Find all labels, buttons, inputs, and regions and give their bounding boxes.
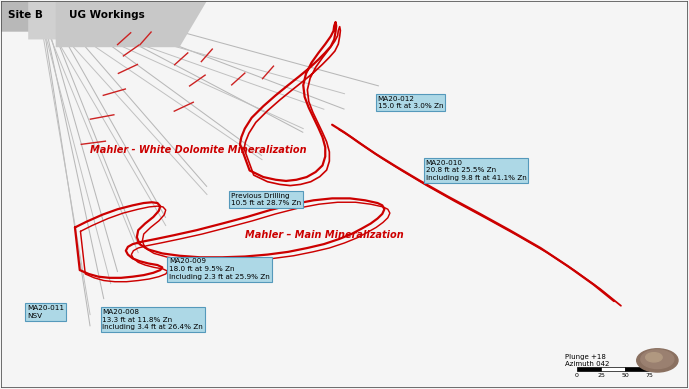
Text: 50: 50 xyxy=(621,373,629,378)
Text: MA20-010
20.8 ft at 25.5% Zn
Including 9.8 ft at 41.1% Zn: MA20-010 20.8 ft at 25.5% Zn Including 9… xyxy=(426,159,526,181)
Bar xyxy=(625,367,649,371)
Text: MA20-009
18.0 ft at 9.5% Zn
Including 2.3 ft at 25.9% Zn: MA20-009 18.0 ft at 9.5% Zn Including 2.… xyxy=(169,258,270,280)
Circle shape xyxy=(641,350,674,368)
Text: MA20-011
NSV: MA20-011 NSV xyxy=(27,305,64,319)
Polygon shape xyxy=(28,1,166,39)
Text: Previous Drilling
10.5 ft at 28.7% Zn: Previous Drilling 10.5 ft at 28.7% Zn xyxy=(231,193,301,206)
Text: Plunge +18
Azimuth 042: Plunge +18 Azimuth 042 xyxy=(564,354,609,367)
Text: Site B: Site B xyxy=(8,11,43,20)
Text: MA20-008
13.3 ft at 11.8% Zn
Including 3.4 ft at 26.4% Zn: MA20-008 13.3 ft at 11.8% Zn Including 3… xyxy=(103,309,203,330)
Text: 75: 75 xyxy=(645,373,653,378)
Bar xyxy=(577,367,601,371)
Text: MA20-012
15.0 ft at 3.0% Zn: MA20-012 15.0 ft at 3.0% Zn xyxy=(378,96,443,109)
Text: UG Workings: UG Workings xyxy=(70,11,145,20)
Circle shape xyxy=(637,349,678,372)
Polygon shape xyxy=(1,1,125,32)
Circle shape xyxy=(646,353,662,362)
Text: 25: 25 xyxy=(597,373,605,378)
Polygon shape xyxy=(56,1,207,47)
Bar xyxy=(601,367,625,371)
Text: Mahler – Main Mineralization: Mahler – Main Mineralization xyxy=(245,230,404,240)
Text: 0: 0 xyxy=(575,373,579,378)
Text: Mahler - White Dolomite Mineralization: Mahler - White Dolomite Mineralization xyxy=(90,145,307,155)
